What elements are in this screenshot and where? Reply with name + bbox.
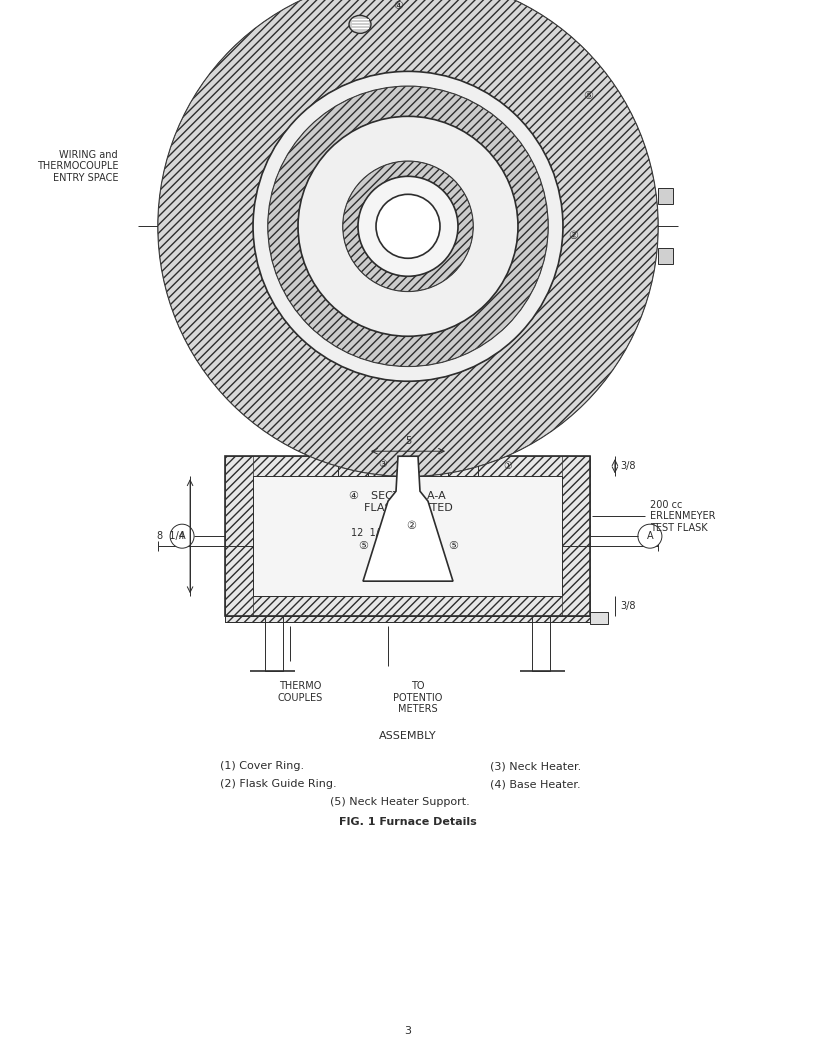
Text: TO
POTENTIO
METERS: TO POTENTIO METERS bbox=[393, 681, 443, 714]
Text: FIG. 1 Furnace Details: FIG. 1 Furnace Details bbox=[339, 817, 477, 827]
Bar bbox=[418, 454, 430, 476]
Text: 3/8: 3/8 bbox=[620, 461, 636, 471]
Circle shape bbox=[253, 72, 563, 381]
Text: ②: ② bbox=[568, 231, 578, 241]
Circle shape bbox=[376, 194, 440, 259]
Wedge shape bbox=[268, 87, 548, 366]
Bar bbox=[448, 458, 478, 476]
Text: 200 cc
ERLENMEYER
TEST FLASK: 200 cc ERLENMEYER TEST FLASK bbox=[650, 499, 716, 533]
Circle shape bbox=[341, 159, 351, 169]
Text: A: A bbox=[179, 531, 185, 541]
Text: WIRING and
THERMOCOUPLE
ENTRY SPACE: WIRING and THERMOCOUPLE ENTRY SPACE bbox=[37, 150, 118, 183]
Text: 8  1/4: 8 1/4 bbox=[157, 531, 185, 541]
Bar bbox=[225, 616, 590, 622]
Circle shape bbox=[465, 283, 475, 294]
Text: (3) Neck Heater.: (3) Neck Heater. bbox=[490, 761, 581, 771]
Bar bbox=[253, 476, 562, 597]
Circle shape bbox=[298, 116, 518, 336]
Polygon shape bbox=[363, 456, 453, 581]
Circle shape bbox=[341, 283, 351, 294]
Text: 5: 5 bbox=[405, 436, 411, 447]
Text: 12  1/2: 12 1/2 bbox=[351, 528, 385, 539]
Bar bbox=[225, 616, 590, 622]
Text: (1) Cover Ring.: (1) Cover Ring. bbox=[220, 761, 304, 771]
Text: ②: ② bbox=[406, 522, 416, 531]
Circle shape bbox=[343, 162, 473, 291]
Bar bbox=[225, 597, 590, 616]
Text: D2155 – 18: D2155 – 18 bbox=[378, 16, 490, 34]
Bar bbox=[448, 458, 478, 476]
Circle shape bbox=[170, 524, 194, 548]
Wedge shape bbox=[158, 0, 658, 476]
Text: A: A bbox=[646, 531, 654, 541]
Circle shape bbox=[158, 0, 658, 476]
Text: (2) Flask Guide Ring.: (2) Flask Guide Ring. bbox=[220, 779, 337, 789]
Bar bbox=[338, 458, 368, 476]
Text: ASSEMBLY: ASSEMBLY bbox=[379, 731, 437, 741]
Text: 3/8: 3/8 bbox=[620, 601, 636, 611]
Text: ④: ④ bbox=[393, 1, 403, 12]
Circle shape bbox=[358, 176, 458, 277]
Bar bbox=[532, 616, 550, 672]
Bar bbox=[225, 456, 590, 476]
Bar bbox=[225, 456, 253, 616]
Text: ①: ① bbox=[503, 461, 512, 471]
Text: (4) Base Heater.: (4) Base Heater. bbox=[490, 779, 581, 789]
Bar bbox=[338, 458, 368, 476]
Text: 3: 3 bbox=[405, 1026, 411, 1036]
Circle shape bbox=[268, 87, 548, 366]
Text: THERMO
COUPLES: THERMO COUPLES bbox=[277, 681, 322, 702]
Circle shape bbox=[465, 159, 475, 169]
Ellipse shape bbox=[349, 16, 371, 34]
Bar bbox=[265, 616, 283, 672]
Bar bbox=[590, 612, 608, 624]
Bar bbox=[658, 188, 673, 204]
Bar bbox=[658, 248, 673, 264]
Bar bbox=[386, 454, 398, 476]
Text: ④: ④ bbox=[348, 491, 358, 502]
Text: ⑤: ⑤ bbox=[358, 541, 368, 551]
Text: ⑤: ⑤ bbox=[583, 92, 593, 101]
Text: ⑤: ⑤ bbox=[448, 541, 458, 551]
Wedge shape bbox=[343, 162, 473, 291]
Text: (5) Neck Heater Support.: (5) Neck Heater Support. bbox=[330, 797, 470, 807]
Bar bbox=[562, 456, 590, 616]
Text: ③: ③ bbox=[379, 459, 388, 469]
Bar bbox=[225, 456, 590, 616]
Text: SECTION  A-A
FLASK OMITTED: SECTION A-A FLASK OMITTED bbox=[364, 491, 452, 513]
Circle shape bbox=[638, 524, 662, 548]
